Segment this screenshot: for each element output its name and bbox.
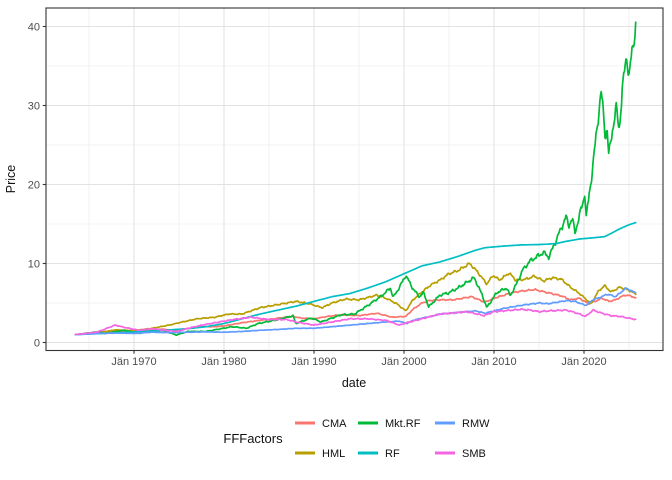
- x-tick-label: Jän 1990: [291, 356, 336, 368]
- gridlines-major: [46, 8, 663, 351]
- legend-label-hml: HML: [322, 448, 345, 460]
- x-tick-label: Jän 2020: [561, 356, 606, 368]
- x-tick-label: Jän 1970: [111, 356, 156, 368]
- legend-title: FFFactors: [223, 431, 283, 446]
- series-line-hml: [74, 262, 637, 336]
- legend-label-cma: CMA: [322, 418, 347, 430]
- x-tick-label: Jän 2000: [381, 356, 426, 368]
- y-axis-title: Price: [4, 165, 18, 194]
- legend-label-rmw: RMW: [462, 418, 490, 430]
- y-tick-label: 0: [34, 337, 40, 349]
- gridlines-minor: [46, 8, 663, 351]
- x-axis-title: date: [342, 376, 366, 390]
- x-tick-label: Jän 1980: [201, 356, 246, 368]
- panel-border: [45, 7, 664, 352]
- panel-background: [46, 8, 663, 351]
- series-line-rmw: [74, 287, 637, 336]
- y-tick-label: 30: [28, 100, 40, 112]
- legend: CMA HML Mkt.RF RF RMW SMB: [295, 418, 490, 460]
- y-tick-label: 20: [28, 179, 40, 191]
- legend-label-rf: RF: [385, 448, 400, 460]
- series-lines: [74, 21, 637, 336]
- legend-label-smb: SMB: [462, 448, 486, 460]
- y-tick-label: 40: [28, 21, 40, 33]
- axis-tick-labels: Jän 1970 Jän 1980 Jän 1990 Jän 2000 Jän 2010…: [28, 21, 607, 368]
- y-tick-label: 10: [28, 258, 40, 270]
- legend-label-mkt-rf: Mkt.RF: [385, 418, 421, 430]
- axis-ticks: [42, 25, 585, 354]
- series-line-smb: [74, 307, 637, 336]
- x-tick-label: Jän 2010: [471, 356, 516, 368]
